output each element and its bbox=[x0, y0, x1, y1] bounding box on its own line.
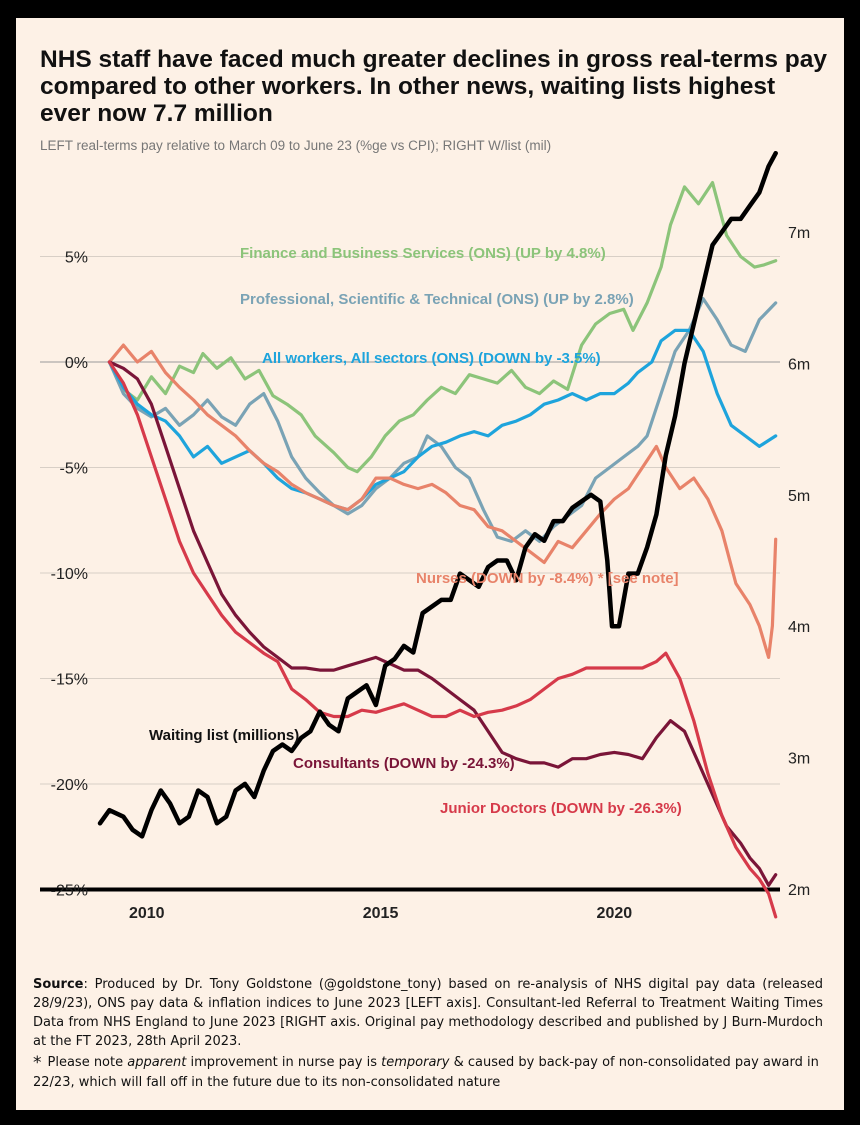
right-tick-label: 2m bbox=[788, 882, 810, 899]
note-emphasis: temporary bbox=[381, 1055, 450, 1070]
series-line-nurses bbox=[107, 343, 778, 660]
footer-notes: Source: Produced by Dr. Tony Goldstone (… bbox=[33, 975, 823, 1092]
note-part: improvement in nurse pay is bbox=[186, 1055, 382, 1070]
series-line-waiting bbox=[97, 150, 778, 839]
right-tick-label: 6m bbox=[788, 356, 810, 373]
chart-subtitle: LEFT real-terms pay relative to March 09… bbox=[40, 138, 552, 153]
right-tick-label: 5m bbox=[788, 488, 810, 505]
series-line-junior bbox=[107, 360, 778, 919]
label-finance: Finance and Business Services (ONS) (UP … bbox=[240, 245, 606, 262]
x-tick-label: 2010 bbox=[129, 905, 165, 922]
label-waiting-list: Waiting list (millions) bbox=[149, 727, 299, 744]
right-axis-ticks: 7m 6m 5m 4m 3m 2m bbox=[788, 225, 810, 899]
x-axis-ticks: 2010 2015 2020 bbox=[129, 905, 632, 922]
series-line-all bbox=[107, 328, 778, 512]
x-tick-label: 2020 bbox=[597, 905, 633, 922]
right-tick-label: 3m bbox=[788, 751, 810, 768]
right-tick-label: 7m bbox=[788, 225, 810, 242]
left-tick-label: -25% bbox=[51, 883, 88, 900]
left-axis-ticks: 5% 0% -5% -10% -15% -20% -25% bbox=[51, 250, 88, 900]
left-tick-label: 5% bbox=[65, 250, 88, 267]
series-line-finance bbox=[107, 181, 778, 474]
label-all-workers: All workers, All sectors (ONS) (DOWN by … bbox=[262, 350, 601, 367]
x-tick-label: 2015 bbox=[363, 905, 399, 922]
chart-title: NHS staff have faced much greater declin… bbox=[40, 46, 828, 127]
note-part: & caused by back-pay of non-consolidated… bbox=[33, 1055, 819, 1090]
series-line-consultants bbox=[107, 360, 778, 887]
left-tick-label: -10% bbox=[51, 566, 88, 583]
right-tick-label: 4m bbox=[788, 619, 810, 636]
nurse-pay-note: * Please note apparent improvement in nur… bbox=[33, 1053, 823, 1092]
chart-panel bbox=[16, 18, 844, 1110]
label-consultants: Consultants (DOWN by -24.3%) bbox=[293, 755, 515, 772]
source-label: Source bbox=[33, 977, 84, 992]
note-asterisk: * bbox=[33, 1053, 42, 1073]
series-lines bbox=[97, 150, 778, 919]
label-nurses: Nurses (DOWN by -8.4%) * [see note] bbox=[416, 570, 679, 587]
left-tick-label: 0% bbox=[65, 355, 88, 372]
left-tick-label: -15% bbox=[51, 672, 88, 689]
series-line-professional bbox=[107, 297, 778, 544]
left-tick-label: -5% bbox=[60, 461, 88, 478]
label-professional: Professional, Scientific & Technical (ON… bbox=[240, 291, 634, 308]
line-chart: 5% 0% -5% -10% -15% -20% -25% 7m 6m 5m 4m 3m 2m 201… bbox=[40, 150, 810, 922]
label-junior-doctors: Junior Doctors (DOWN by -26.3%) bbox=[440, 800, 682, 817]
note-emphasis: apparent bbox=[127, 1055, 187, 1070]
source-text: Source: Produced by Dr. Tony Goldstone (… bbox=[33, 975, 823, 1051]
source-body: : Produced by Dr. Tony Goldstone (@golds… bbox=[33, 977, 823, 1049]
note-part: Please note bbox=[47, 1055, 128, 1070]
left-tick-label: -20% bbox=[51, 777, 88, 794]
